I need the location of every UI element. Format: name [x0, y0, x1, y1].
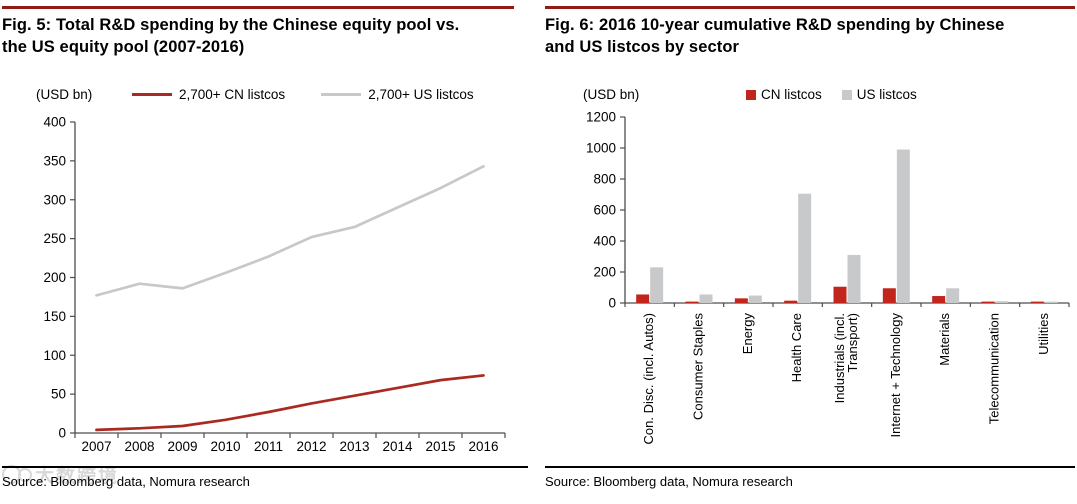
y-tick-label: 250 [43, 231, 66, 246]
x-tick-label: 2009 [167, 439, 197, 454]
y-tick-label: 1000 [586, 141, 616, 156]
x-tick-label: 2015 [425, 439, 455, 454]
y-tick-label: 400 [43, 115, 66, 130]
bar-cn-6 [932, 296, 946, 303]
cn-bar-swatch [746, 89, 756, 100]
cn-line-swatch [132, 93, 172, 96]
bar-us-5 [896, 149, 910, 303]
category-label: Con. Disc. (incl. Autos) [641, 313, 656, 445]
category-label: Materials [937, 313, 952, 366]
fig6-legend-item-us: US listcos [841, 87, 917, 102]
fig6-title-line2: and US listcos by sector [545, 38, 740, 56]
category-label: Consumer Staples [691, 313, 706, 420]
fig5-accent-rule [2, 6, 514, 9]
fig6-accent-rule [545, 6, 1075, 9]
watermark-text: 大数跨境 [35, 466, 120, 487]
us-bar-swatch [841, 89, 852, 100]
bar-us-3 [798, 193, 812, 303]
category-label: Energy [740, 313, 755, 355]
fig6-bar-chart: 0 200 400 600 800 1000 1200 Con. Disc. (incl. A… [586, 110, 1070, 445]
x-tick-label: 2008 [124, 439, 154, 454]
x-tick-label: 2013 [339, 439, 369, 454]
fig6-title: Fig. 6: 2016 10-year cumulative R&D spen… [545, 14, 1073, 58]
category-label: Transport) [845, 313, 860, 372]
series-line-2-700-us-listcos [95, 164, 485, 297]
bar-us-2 [748, 295, 762, 303]
category-label: Internet + Technology [888, 313, 903, 438]
fig5-title-line2: the US equity pool (2007-2016) [2, 38, 245, 56]
fig5-legend: 2,700+ CN listcos 2,700+ US listcos [132, 87, 474, 102]
fig6-legend: CN listcos US listcos [746, 87, 917, 102]
fig6-axis-unit-label: (USD bn) [583, 87, 640, 102]
us-line-swatch [321, 93, 362, 96]
y-tick-label: 200 [593, 265, 616, 280]
bar-cn-7 [981, 301, 995, 303]
series-line-2-700-cn-listcos [95, 374, 485, 432]
y-tick-label: 400 [593, 234, 616, 249]
bar-us-1 [699, 294, 713, 303]
fig5-line-chart: 0 50 100 150 200 250 300 350 400 2007 2008 2009 2010… [43, 115, 506, 454]
bar-us-6 [946, 288, 960, 303]
category-label: Industrials (incl. [832, 313, 847, 403]
y-tick-label: 50 [51, 387, 66, 402]
fig6-source: Source: Bloomberg data, Nomura research [545, 466, 1075, 489]
category-label: Utilities [1036, 313, 1051, 355]
x-tick-label: 2010 [210, 439, 240, 454]
category-label: Telecommunication [987, 313, 1002, 424]
y-tick-label: 800 [593, 172, 616, 187]
y-tick-label: 300 [43, 192, 66, 207]
y-tick-label: 600 [593, 203, 616, 218]
fig6-legend-item-cn: CN listcos [746, 87, 822, 102]
bar-cn-5 [882, 288, 896, 303]
bar-cn-1 [685, 301, 699, 303]
x-tick-label: 2016 [468, 439, 498, 454]
bar-us-7 [995, 301, 1009, 303]
fig5-title-line1: Fig. 5: Total R&D spending by the Chines… [2, 16, 460, 34]
y-tick-label: 1200 [586, 110, 616, 125]
x-tick-label: 2007 [81, 439, 111, 454]
bar-us-4 [847, 254, 861, 303]
bar-cn-2 [734, 298, 748, 303]
watermark-logo-icon-small [18, 467, 32, 482]
fig6-title-line1: Fig. 6: 2016 10-year cumulative R&D spen… [545, 16, 1005, 34]
x-tick-label: 2011 [254, 439, 283, 454]
bar-us-0 [650, 267, 664, 303]
y-tick-label: 350 [43, 153, 66, 168]
y-tick-label: 0 [608, 296, 616, 311]
bar-cn-4 [833, 286, 847, 303]
bar-us-8 [1044, 301, 1058, 303]
fig5-legend-item-cn: 2,700+ CN listcos [132, 87, 285, 102]
y-tick-label: 150 [43, 309, 66, 324]
y-tick-label: 100 [43, 348, 66, 363]
y-tick-label: 200 [43, 270, 66, 285]
fig5-legend-item-us: 2,700+ US listcos [321, 87, 474, 102]
fig5-source: Source: Bloomberg data, Nomura research [2, 466, 528, 489]
bar-cn-3 [784, 300, 798, 303]
bar-cn-8 [1030, 301, 1044, 303]
fig6-legend-label-cn: CN listcos [761, 87, 822, 102]
x-tick-label: 2014 [382, 439, 413, 454]
fig6-legend-label-us: US listcos [856, 87, 917, 102]
x-tick-label: 2012 [296, 439, 326, 454]
category-label: Health Care [789, 313, 804, 382]
y-tick-label: 0 [58, 426, 66, 441]
fig5-legend-label-cn: 2,700+ CN listcos [179, 87, 286, 102]
fig5-axis-unit-label: (USD bn) [36, 87, 93, 102]
bar-cn-0 [636, 294, 650, 303]
fig5-legend-label-us: 2,700+ US listcos [368, 87, 474, 102]
fig5-title: Fig. 5: Total R&D spending by the Chines… [2, 14, 522, 58]
